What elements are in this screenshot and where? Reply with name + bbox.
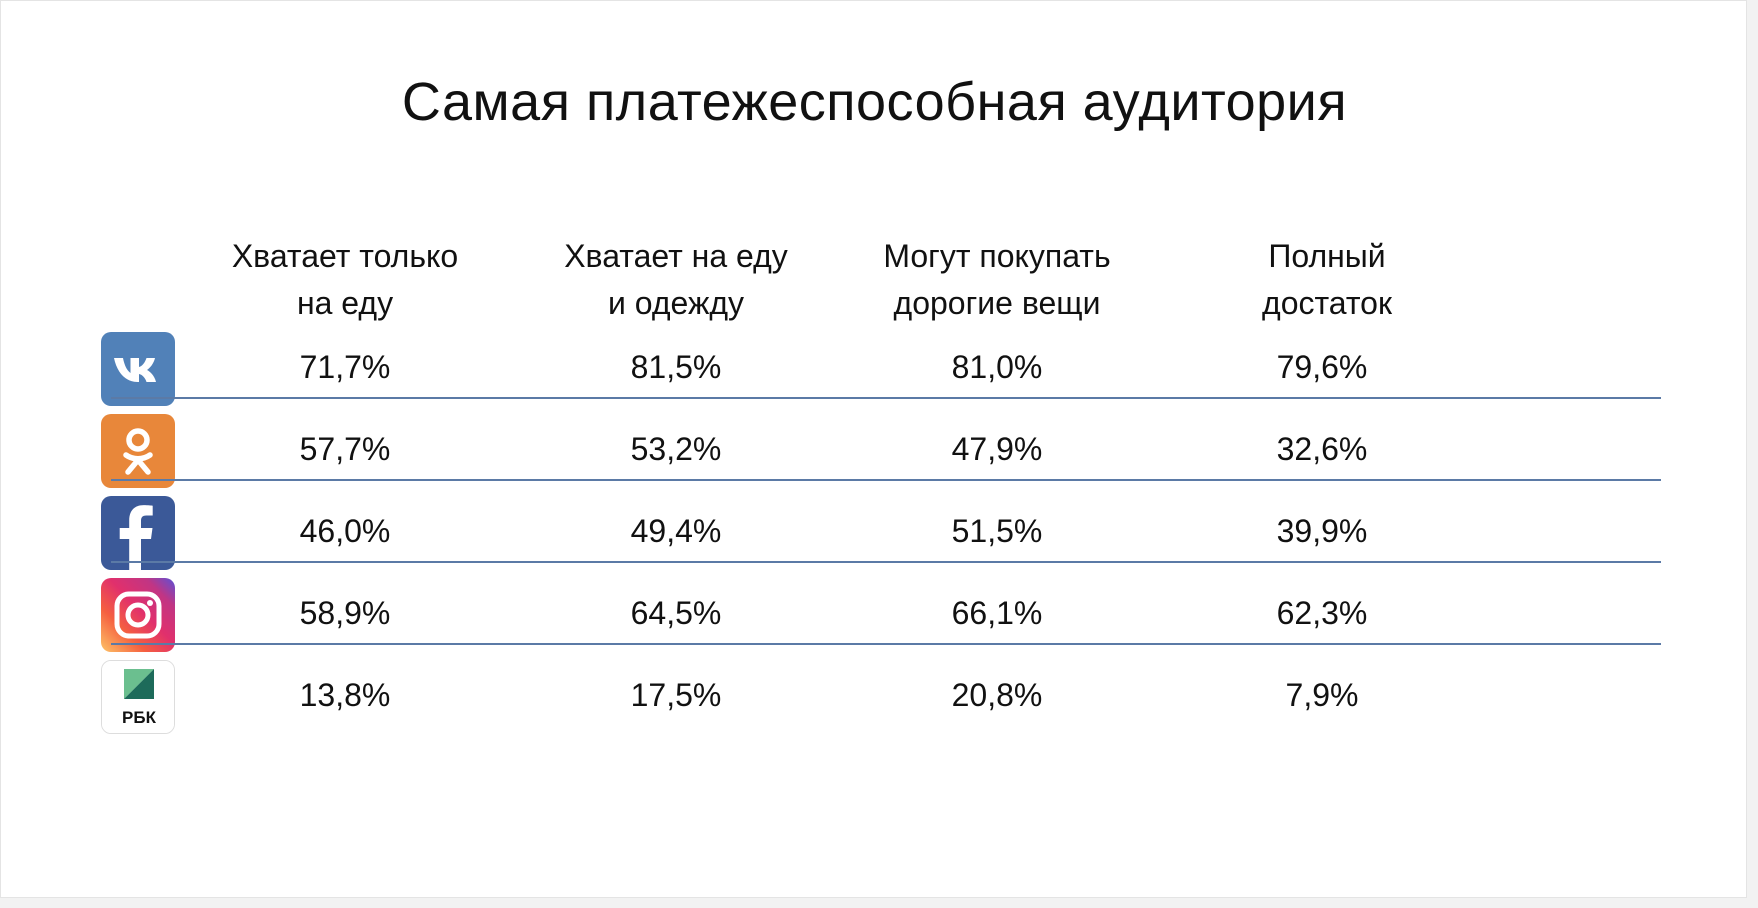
odnoklassniki-icon — [101, 414, 175, 488]
table-cell: 13,8% — [299, 677, 391, 713]
vk-icon — [101, 332, 175, 406]
row-divider — [111, 561, 1661, 563]
chart-title: Самая платежеспособная аудитория — [401, 72, 1348, 132]
table-cell: 62,3% — [1276, 595, 1368, 631]
table-cell: 71,7% — [299, 349, 391, 385]
table-cell: 58,9% — [299, 595, 391, 631]
table-cell: 49,4% — [630, 513, 722, 549]
table-cell: 51,5% — [951, 513, 1043, 549]
table-cell: 17,5% — [630, 677, 722, 713]
table-row-rbc: РБК 13,8% 17,5% 20,8% 7,9% — [99, 648, 1661, 740]
column-header-full-prosperity: Полный достаток — [1167, 233, 1487, 327]
table-row-instagram: 58,9% 64,5% 66,1% 62,3% — [99, 566, 1661, 658]
column-header-line: достаток — [1262, 285, 1392, 321]
column-header-line: Полный — [1268, 238, 1386, 274]
column-header-expensive-things: Могут покупать дорогие вещи — [837, 233, 1157, 327]
table-row-facebook: 46,0% 49,4% 51,5% 39,9% — [99, 484, 1661, 576]
table-cell: 57,7% — [299, 431, 391, 467]
column-header-line: дорогие вещи — [893, 285, 1101, 321]
column-header-line: и одежду — [607, 285, 745, 321]
facebook-icon — [101, 496, 175, 570]
column-header-line: на еду — [296, 285, 394, 321]
table-cell: 32,6% — [1276, 431, 1368, 467]
column-header-food-clothes: Хватает на еду и одежду — [516, 233, 836, 327]
table-cell: 7,9% — [1285, 677, 1359, 713]
column-header-line: Хватает на еду — [564, 238, 788, 274]
table-cell: 39,9% — [1276, 513, 1368, 549]
table-cell: 47,9% — [951, 431, 1043, 467]
table-cell: 81,0% — [951, 349, 1043, 385]
table-cell: 66,1% — [951, 595, 1043, 631]
table-cell: 53,2% — [630, 431, 722, 467]
row-divider — [111, 643, 1661, 645]
instagram-icon — [101, 578, 175, 652]
table-cell: 64,5% — [630, 595, 722, 631]
table-cell: 20,8% — [951, 677, 1043, 713]
table-row-vk: 71,7% 81,5% 81,0% 79,6% — [99, 320, 1661, 412]
row-divider — [111, 479, 1661, 481]
table-cell: 46,0% — [299, 513, 391, 549]
column-header-line: Могут покупать — [883, 238, 1111, 274]
rbc-logo-text: РБК — [122, 708, 157, 727]
table-row-odnoklassniki: 57,7% 53,2% 47,9% 32,6% — [99, 402, 1661, 494]
table-cell: 81,5% — [630, 349, 722, 385]
rbc-icon: РБК — [101, 660, 175, 734]
row-divider — [111, 397, 1661, 399]
column-header-food-only: Хватает только на еду — [185, 233, 505, 327]
table-cell: 79,6% — [1276, 349, 1368, 385]
column-header-line: Хватает только — [231, 238, 459, 274]
